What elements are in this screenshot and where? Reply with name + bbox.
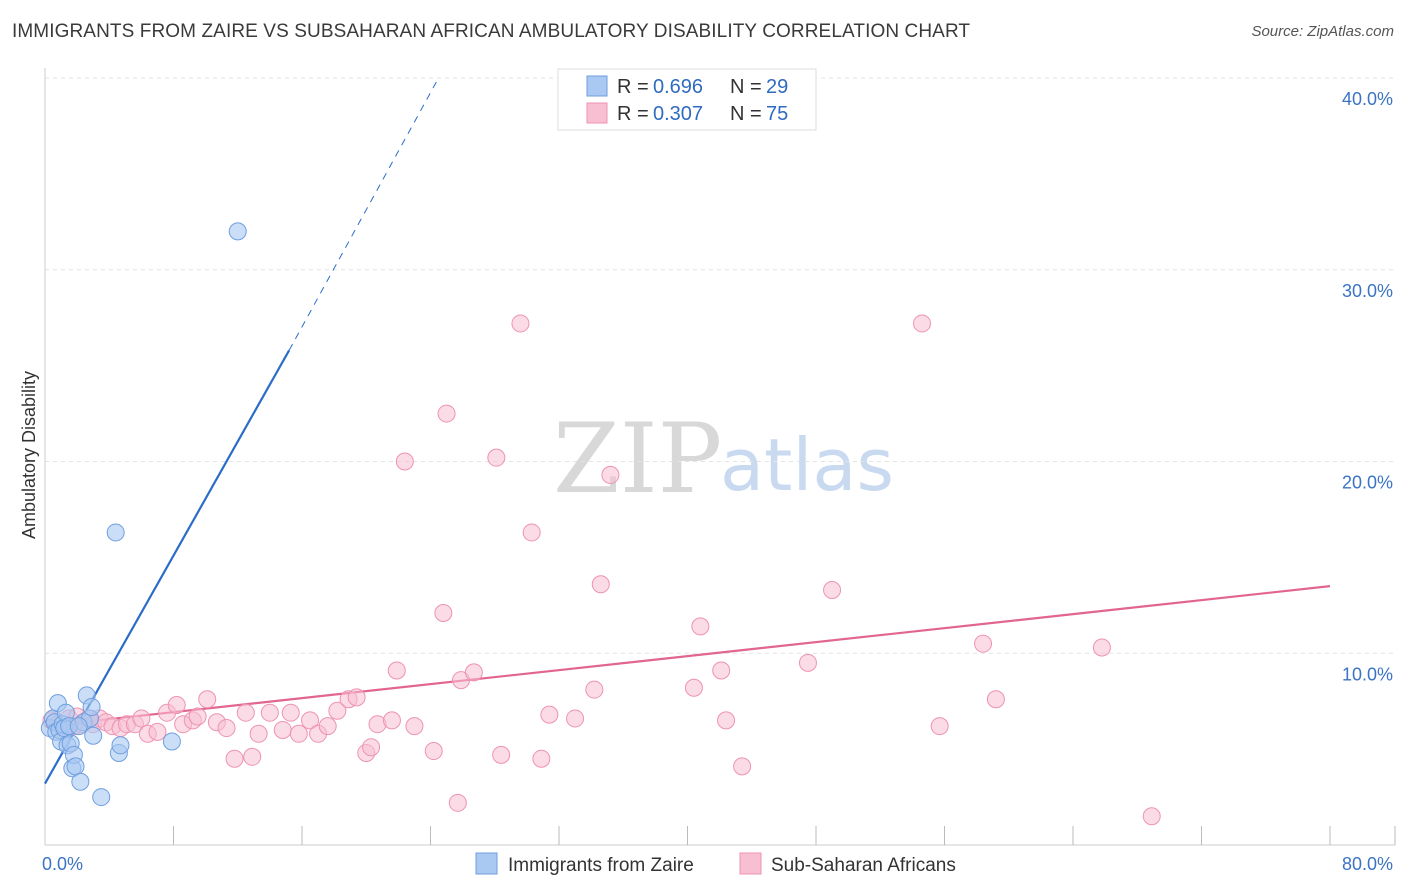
data-point-subsaharan [974,634,993,653]
data-point-subsaharan [225,749,244,768]
data-point-subsaharan [395,452,414,471]
data-point-subsaharan [243,747,262,766]
chart-title: IMMIGRANTS FROM ZAIRE VS SUBSAHARAN AFRI… [12,21,971,42]
data-point-subsaharan [382,711,401,730]
data-point-subsaharan [492,745,511,764]
trend-line-subsaharan [44,585,1331,728]
data-point-subsaharan [301,711,320,730]
legend-r-value-zaire: 0.696 [653,76,703,98]
legend-n-label-subsaharan: N = [730,103,762,125]
data-point-subsaharan [289,724,308,743]
legend-swatch-subsaharan [586,102,608,124]
legend-n-label-zaire: N = [730,76,762,98]
data-point-subsaharan [362,738,381,757]
series-legend: Immigrants from Zaire Sub-Saharan Africa… [475,852,956,876]
y-tick-label: 10.0% [1342,664,1393,684]
data-point-subsaharan [405,717,424,736]
bottom-legend-swatch-zaire [475,852,498,875]
data-point-subsaharan [1092,638,1111,657]
data-point-zaire [228,222,247,241]
tick-labels: 10.0% 20.0% 30.0% 40.0% 0.0% 80.0% [42,89,1393,874]
trend-line-zaire-extension [288,77,439,351]
data-point-subsaharan [691,617,710,636]
data-point-subsaharan [532,749,551,768]
data-point-zaire [106,523,125,542]
data-point-zaire [71,772,90,791]
y-tick-label: 40.0% [1342,89,1393,109]
data-point-zaire [82,697,101,716]
y-tick-label: 20.0% [1342,473,1393,493]
series-immigrants-from-zaire [40,222,247,807]
bottom-legend-label-subsaharan: Sub-Saharan Africans [771,855,956,876]
data-point-subsaharan [1142,807,1161,826]
data-point-subsaharan [913,314,932,333]
legend-r-label-subsaharan: R = [617,103,649,125]
data-point-subsaharan [930,717,949,736]
data-point-subsaharan [132,709,151,728]
data-point-subsaharan [188,707,207,726]
data-point-subsaharan [281,703,300,722]
data-point-subsaharan [464,663,483,682]
grid-lines [45,77,1395,654]
data-point-subsaharan [511,314,530,333]
bottom-legend-label-zaire: Immigrants from Zaire [508,855,694,876]
data-point-subsaharan [347,688,366,707]
data-point-subsaharan [328,701,347,720]
y-tick-label: 30.0% [1342,281,1393,301]
data-point-subsaharan [437,404,456,423]
data-point-subsaharan [684,678,703,697]
legend-n-value-subsaharan: 75 [766,103,788,125]
legend-swatch-zaire [586,75,608,97]
data-point-subsaharan [540,705,559,724]
source-credit: Source: ZipAtlas.com [1251,23,1394,40]
data-point-subsaharan [823,580,842,599]
data-point-subsaharan [318,717,337,736]
x-tick-label: 0.0% [42,854,83,874]
data-point-subsaharan [522,523,541,542]
data-point-subsaharan [424,742,443,761]
data-point-subsaharan [591,575,610,594]
data-point-subsaharan [236,703,255,722]
x-tick-label: 80.0% [1342,854,1393,874]
data-point-subsaharan [448,793,467,812]
y-axis-title: Ambulatory Disability [19,371,39,539]
data-point-subsaharan [487,448,506,467]
data-point-subsaharan [712,661,731,680]
data-point-zaire [66,757,85,776]
data-point-subsaharan [717,711,736,730]
data-point-subsaharan [585,680,604,699]
data-point-zaire [111,736,130,755]
watermark-zip: ZIP [553,403,722,515]
data-point-subsaharan [249,724,268,743]
series-sub-saharan-africans [42,314,1161,826]
data-point-subsaharan [198,690,217,709]
data-point-zaire [69,717,88,736]
data-point-subsaharan [273,720,292,739]
data-point-subsaharan [986,690,1005,709]
data-point-subsaharan [217,719,236,738]
data-point-subsaharan [566,709,585,728]
data-point-subsaharan [434,603,453,622]
legend-n-value-zaire: 29 [766,76,788,98]
data-point-subsaharan [798,653,817,672]
data-point-subsaharan [148,722,167,741]
data-point-subsaharan [167,696,186,715]
data-point-zaire [84,726,103,745]
data-point-subsaharan [387,661,406,680]
legend-r-value-subsaharan: 0.307 [653,103,703,125]
data-point-subsaharan [260,703,279,722]
data-point-zaire [92,788,111,807]
data-point-subsaharan [601,465,620,484]
bottom-legend-swatch-subsaharan [739,852,762,875]
data-point-zaire [162,732,181,751]
data-point-subsaharan [733,757,752,776]
watermark-atlas: atlas [720,423,894,507]
correlation-legend: R = 0.696 N = 29 R = 0.307 N = 75 [557,68,817,131]
legend-r-label-zaire: R = [617,76,649,98]
